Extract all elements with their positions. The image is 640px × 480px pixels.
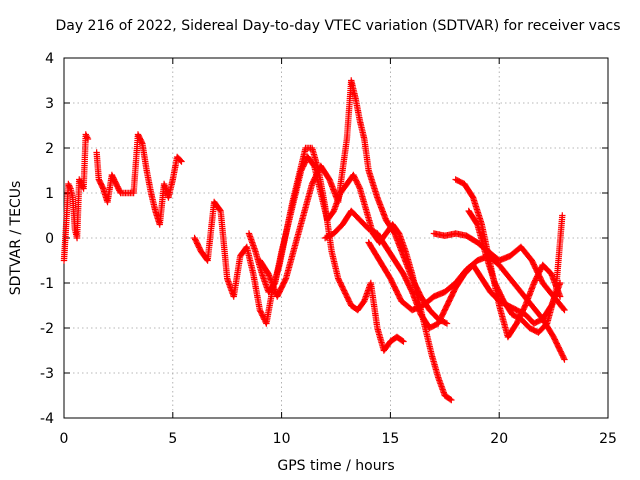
data-point bbox=[560, 354, 568, 362]
y-tick-label: -2 bbox=[40, 321, 54, 337]
y-tick-label: 4 bbox=[45, 51, 54, 67]
data-point bbox=[310, 161, 317, 169]
y-tick-label: -3 bbox=[40, 366, 54, 382]
series-arc-h bbox=[465, 207, 566, 336]
data-point bbox=[447, 396, 454, 403]
data-point bbox=[216, 206, 224, 214]
data-points bbox=[60, 77, 568, 404]
y-tick-label: 0 bbox=[45, 231, 54, 247]
data-point bbox=[443, 320, 451, 327]
chart-title: Day 216 of 2022, Sidereal Day-to-day VTE… bbox=[55, 18, 620, 34]
series-arc-f bbox=[430, 230, 568, 314]
data-point bbox=[84, 135, 92, 143]
data-point bbox=[99, 184, 106, 191]
data-point bbox=[177, 157, 184, 164]
data-point bbox=[448, 396, 455, 404]
data-point bbox=[178, 158, 185, 165]
data-point bbox=[559, 212, 566, 219]
series-arc-c bbox=[256, 77, 451, 327]
x-tick-label: 25 bbox=[599, 431, 617, 447]
y-tick-label: 2 bbox=[45, 141, 54, 157]
x-tick-label: 0 bbox=[60, 431, 69, 447]
data-point bbox=[76, 177, 84, 185]
series-arc-e bbox=[365, 239, 568, 363]
data-point bbox=[83, 132, 90, 140]
data-point bbox=[556, 279, 564, 287]
data-point bbox=[561, 306, 568, 314]
y-tick-label: -1 bbox=[40, 276, 54, 292]
x-tick-label: 5 bbox=[168, 431, 177, 447]
data-point bbox=[356, 183, 363, 191]
data-point bbox=[442, 319, 449, 327]
axis-ticks: 0 5 10 15 20 25 -4 -3 -2 -1 0 1 2 3 4 bbox=[40, 51, 617, 447]
data-point bbox=[66, 183, 74, 191]
x-tick-label: 15 bbox=[381, 431, 399, 447]
y-axis-label: SDTVAR / TECUs bbox=[8, 181, 24, 296]
data-point bbox=[560, 305, 567, 313]
data-point bbox=[82, 131, 89, 138]
data-point bbox=[561, 356, 568, 363]
series-arc-early-a bbox=[60, 131, 92, 264]
y-tick-label: 1 bbox=[45, 186, 54, 202]
y-tick-label: 3 bbox=[45, 96, 54, 112]
x-axis-label: GPS time / hours bbox=[277, 458, 394, 474]
data-point bbox=[556, 293, 564, 300]
data-point bbox=[65, 180, 72, 188]
x-tick-label: 10 bbox=[273, 431, 291, 447]
data-point bbox=[400, 338, 407, 345]
data-point bbox=[399, 337, 406, 344]
x-tick-label: 20 bbox=[490, 431, 508, 447]
data-point bbox=[65, 182, 73, 189]
data-point bbox=[138, 139, 145, 146]
data-point bbox=[84, 134, 91, 141]
data-point bbox=[76, 176, 83, 183]
grid bbox=[64, 58, 608, 418]
data-point bbox=[282, 276, 289, 283]
series-arc-early-b bbox=[93, 131, 185, 228]
y-tick-label: -4 bbox=[40, 411, 54, 427]
